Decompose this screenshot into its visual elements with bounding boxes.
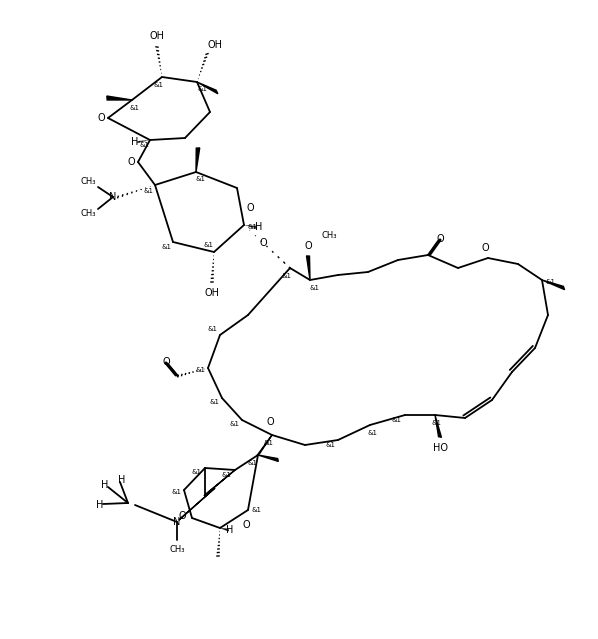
Text: &1: &1: [247, 224, 257, 230]
Polygon shape: [179, 488, 215, 520]
Text: &1: &1: [229, 421, 239, 427]
Text: &1: &1: [192, 469, 202, 475]
Polygon shape: [196, 148, 200, 172]
Text: &1: &1: [144, 188, 154, 194]
Text: &1: &1: [208, 326, 218, 332]
Text: CH₃: CH₃: [80, 178, 96, 187]
Text: O: O: [481, 243, 489, 253]
Text: &1: &1: [263, 440, 273, 446]
Polygon shape: [435, 415, 441, 437]
Text: &1: &1: [171, 489, 181, 495]
Text: O: O: [266, 417, 274, 427]
Text: HO: HO: [432, 443, 447, 453]
Text: OH: OH: [205, 288, 219, 298]
Text: O: O: [304, 241, 312, 251]
Polygon shape: [107, 96, 132, 100]
Text: CH₃: CH₃: [80, 210, 96, 219]
Text: O: O: [246, 203, 254, 213]
Text: CH₃: CH₃: [169, 546, 185, 555]
Text: O: O: [436, 234, 444, 244]
Text: &1: &1: [198, 86, 208, 92]
Text: &1: &1: [139, 142, 149, 148]
Text: H: H: [96, 500, 103, 510]
Text: &1: &1: [545, 279, 555, 285]
Text: &1: &1: [129, 105, 139, 111]
Text: &1: &1: [204, 242, 214, 248]
Polygon shape: [204, 470, 235, 496]
Text: &1: &1: [161, 244, 171, 250]
Text: &1: &1: [222, 472, 232, 478]
Text: O: O: [127, 157, 135, 167]
Text: H: H: [255, 222, 263, 232]
Polygon shape: [307, 256, 310, 280]
Text: &1: &1: [392, 417, 402, 423]
Text: O: O: [178, 511, 186, 521]
Text: O: O: [162, 357, 170, 367]
Text: N: N: [109, 192, 117, 202]
Text: N: N: [173, 517, 181, 527]
Text: O: O: [242, 520, 250, 530]
Text: &1: &1: [367, 430, 377, 436]
Text: &1: &1: [248, 460, 258, 466]
Text: H: H: [226, 525, 234, 535]
Text: OH: OH: [150, 31, 164, 41]
Text: &1: &1: [153, 82, 163, 88]
Text: H: H: [132, 137, 139, 147]
Text: H: H: [118, 475, 126, 485]
Text: O: O: [259, 238, 267, 248]
Text: &1: &1: [251, 507, 261, 513]
Text: CH₃: CH₃: [322, 231, 337, 240]
Text: O: O: [97, 113, 105, 123]
Text: &1: &1: [432, 420, 442, 426]
Text: &1: &1: [281, 273, 291, 279]
Text: &1: &1: [325, 442, 335, 448]
Text: &1: &1: [209, 399, 219, 405]
Text: &1: &1: [195, 367, 205, 373]
Text: OH: OH: [208, 40, 222, 50]
Polygon shape: [257, 435, 272, 456]
Polygon shape: [197, 82, 218, 94]
Text: H: H: [101, 480, 109, 490]
Polygon shape: [258, 455, 278, 461]
Text: &1: &1: [196, 176, 206, 182]
Text: &1: &1: [309, 285, 319, 291]
Polygon shape: [542, 280, 565, 289]
